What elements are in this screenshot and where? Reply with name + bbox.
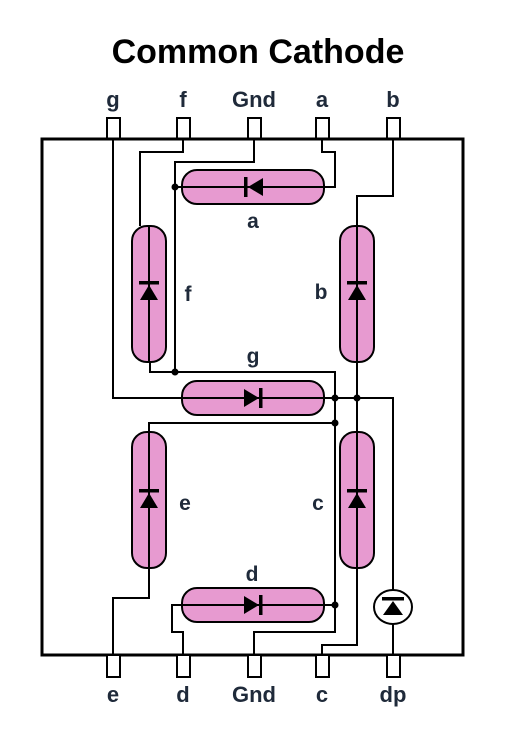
- segment-label-f: f: [185, 283, 193, 306]
- wire-common-bus: [175, 371, 336, 399]
- diagram-title: Common Cathode: [112, 33, 405, 71]
- wire-pin-a: [321, 140, 336, 188]
- diode-icon: [244, 595, 263, 615]
- segment-label-g: g: [247, 345, 260, 368]
- junction-dot: [331, 394, 339, 402]
- dp-diode-icon: [373, 589, 413, 625]
- wire-pin-f: [139, 140, 184, 226]
- diode-icon: [347, 489, 367, 508]
- wire-pin-d: [171, 604, 184, 655]
- diode-icon: [347, 281, 367, 300]
- junction-dot: [171, 183, 179, 191]
- diode-icon: [139, 489, 159, 508]
- wire-pin-g: [112, 140, 182, 399]
- bottom-pin-label-dp: dp: [380, 682, 407, 707]
- top-pin-label-g: g: [106, 87, 119, 112]
- wire-bus-to-dp: [357, 397, 394, 590]
- segment-label-a: a: [247, 210, 259, 233]
- top-pin-g: [106, 117, 121, 141]
- wire-pin-b: [356, 140, 394, 226]
- junction-dot: [171, 368, 179, 376]
- top-pin-label-f: f: [179, 87, 187, 112]
- diode-icon: [244, 177, 263, 197]
- wire-pin-c: [321, 568, 358, 655]
- wire-top-gnd: [149, 140, 255, 373]
- bottom-pin-label-d: d: [176, 682, 189, 707]
- bottom-pin-label-gnd: Gnd: [232, 682, 276, 707]
- bottom-pin-dp: [386, 654, 401, 678]
- top-pin-f: [176, 117, 191, 141]
- bottom-pin-gnd: [247, 654, 262, 678]
- segment-label-e: e: [179, 492, 191, 515]
- top-pin-gnd: [247, 117, 262, 141]
- wire-pin-e: [112, 568, 150, 655]
- bottom-pin-label-e: e: [107, 682, 119, 707]
- junction-dot: [331, 601, 339, 609]
- top-pin-a: [315, 117, 330, 141]
- bottom-pin-e: [106, 654, 121, 678]
- segment-label-b: b: [315, 281, 328, 304]
- diode-icon: [244, 388, 263, 408]
- segment-label-c: c: [312, 492, 324, 515]
- bottom-pin-label-c: c: [316, 682, 328, 707]
- wire-bottom-gnd: [253, 605, 336, 655]
- bottom-pin-d: [176, 654, 191, 678]
- segment-label-d: d: [246, 563, 259, 586]
- top-pin-label-a: a: [316, 87, 329, 112]
- wire-bus-to-e: [148, 422, 335, 432]
- junction-dot: [353, 394, 361, 402]
- top-pin-label-gnd: Gnd: [232, 87, 276, 112]
- diode-icon: [139, 281, 159, 300]
- top-pin-label-b: b: [386, 87, 399, 112]
- bottom-pin-c: [315, 654, 330, 678]
- top-pin-b: [386, 117, 401, 141]
- junction-dot: [331, 419, 339, 427]
